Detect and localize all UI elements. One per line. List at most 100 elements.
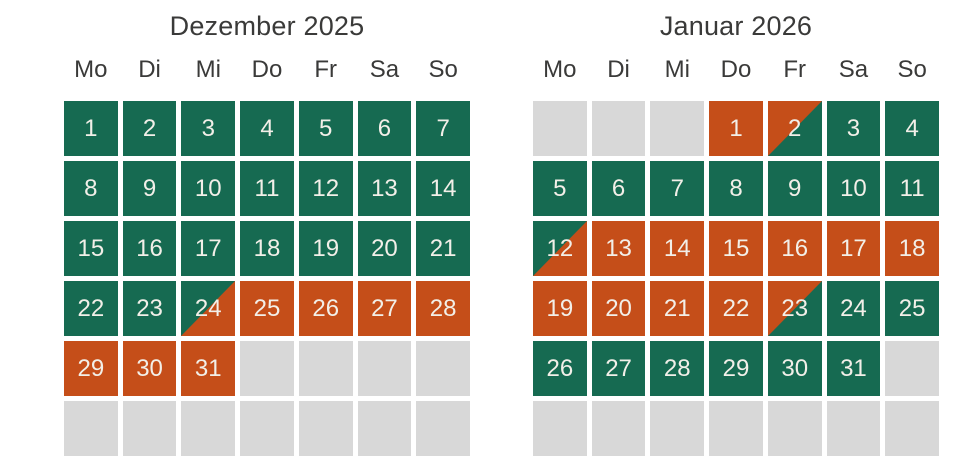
empty-cell xyxy=(357,401,412,456)
weekday-label: Di xyxy=(607,56,630,83)
empty-cell xyxy=(885,341,939,396)
day-cell[interactable]: 2 xyxy=(767,101,822,156)
weekday-label: Mi xyxy=(195,56,221,83)
weekday-label: So xyxy=(897,56,927,83)
weekday-label: Sa xyxy=(369,56,400,83)
day-cell: 19 xyxy=(533,281,587,336)
day-cell[interactable]: 10 xyxy=(181,161,236,216)
month-title: Januar 2026 xyxy=(659,11,813,41)
day-cell[interactable]: 9 xyxy=(122,161,177,216)
day-cell[interactable]: 23 xyxy=(767,281,822,336)
day-cell: 15 xyxy=(709,221,763,276)
empty-cell xyxy=(533,401,587,456)
day-cell[interactable]: 20 xyxy=(357,221,412,276)
day-cell[interactable]: 4 xyxy=(885,101,939,156)
day-cell[interactable]: 11 xyxy=(240,161,294,216)
day-cell: 20 xyxy=(591,281,646,336)
day-cell: 30 xyxy=(122,341,177,396)
day-cell: 29 xyxy=(64,341,118,396)
empty-cell xyxy=(767,401,822,456)
day-cell[interactable]: 2 xyxy=(122,101,177,156)
day-cell[interactable]: 18 xyxy=(240,221,294,276)
empty-cell xyxy=(357,341,412,396)
day-cell[interactable]: 25 xyxy=(885,281,939,336)
day-cell: 1 xyxy=(709,101,763,156)
day-cell[interactable]: 27 xyxy=(591,341,646,396)
empty-cell xyxy=(416,401,470,456)
day-cell: 22 xyxy=(709,281,763,336)
day-cell[interactable]: 3 xyxy=(181,101,236,156)
day-cell[interactable]: 31 xyxy=(826,341,881,396)
day-cell: 21 xyxy=(650,281,705,336)
weekday-label: Di xyxy=(138,56,161,83)
weekday-label: So xyxy=(428,56,458,83)
day-cell[interactable]: 15 xyxy=(64,221,118,276)
day-cell: 28 xyxy=(416,281,470,336)
day-cell: 26 xyxy=(298,281,353,336)
day-cell[interactable]: 24 xyxy=(826,281,881,336)
empty-cell xyxy=(122,401,177,456)
availability-calendar: Dezember 2025 Mo Di Mi Do Fr Sa So 1 2 3 4 5 6 7 8 9 10… xyxy=(64,10,939,456)
day-cell[interactable]: 4 xyxy=(240,101,294,156)
weekday-label: Do xyxy=(720,56,752,83)
day-cell[interactable]: 14 xyxy=(416,161,470,216)
day-cell[interactable]: 12 xyxy=(533,221,587,276)
empty-cell xyxy=(591,401,646,456)
day-cell[interactable]: 5 xyxy=(533,161,587,216)
empty-cell xyxy=(591,101,646,156)
empty-cell xyxy=(826,401,881,456)
weekday-label: Mo xyxy=(74,56,108,83)
day-cell: 25 xyxy=(240,281,294,336)
empty-cell xyxy=(64,401,118,456)
weekday-label: Do xyxy=(251,56,283,83)
empty-cell xyxy=(650,101,705,156)
empty-cell xyxy=(885,401,939,456)
weekday-header: Mo Di Mi Do Fr Sa So xyxy=(533,57,939,83)
day-cell[interactable]: 5 xyxy=(298,101,353,156)
day-cell[interactable]: 12 xyxy=(298,161,353,216)
day-cell[interactable]: 16 xyxy=(122,221,177,276)
weekday-label: Sa xyxy=(838,56,869,83)
day-cell: 13 xyxy=(591,221,646,276)
weekday-label: Fr xyxy=(314,56,338,83)
day-cell[interactable]: 28 xyxy=(650,341,705,396)
month-title: Dezember 2025 xyxy=(169,11,365,41)
day-cell[interactable]: 6 xyxy=(357,101,412,156)
day-cell: 27 xyxy=(357,281,412,336)
day-cell[interactable]: 29 xyxy=(709,341,763,396)
weekday-label: Mo xyxy=(543,56,577,83)
month-december: Dezember 2025 Mo Di Mi Do Fr Sa So 1 2 3 4 5 6 7 8 9 10… xyxy=(64,10,470,456)
day-cell[interactable]: 19 xyxy=(298,221,353,276)
day-cell[interactable]: 24 xyxy=(181,281,236,336)
day-cell[interactable]: 26 xyxy=(533,341,587,396)
weekday-label: Fr xyxy=(783,56,807,83)
day-cell[interactable]: 7 xyxy=(416,101,470,156)
day-cell[interactable]: 30 xyxy=(767,341,822,396)
empty-cell xyxy=(416,341,470,396)
day-cell[interactable]: 3 xyxy=(826,101,881,156)
day-cell[interactable]: 23 xyxy=(122,281,177,336)
day-cell[interactable]: 11 xyxy=(885,161,939,216)
day-cell[interactable]: 9 xyxy=(767,161,822,216)
empty-cell xyxy=(240,401,294,456)
day-cell[interactable]: 21 xyxy=(416,221,470,276)
empty-cell xyxy=(650,401,705,456)
day-cell: 16 xyxy=(767,221,822,276)
day-cell[interactable]: 8 xyxy=(64,161,118,216)
empty-cell xyxy=(298,401,353,456)
day-cell: 14 xyxy=(650,221,705,276)
day-cell[interactable]: 7 xyxy=(650,161,705,216)
day-cell[interactable]: 10 xyxy=(826,161,881,216)
day-cell[interactable]: 22 xyxy=(64,281,118,336)
day-cell[interactable]: 6 xyxy=(591,161,646,216)
weekday-label: Mi xyxy=(664,56,690,83)
day-cell[interactable]: 8 xyxy=(709,161,763,216)
empty-cell xyxy=(240,341,294,396)
day-cell[interactable]: 1 xyxy=(64,101,118,156)
day-cell[interactable]: 13 xyxy=(357,161,412,216)
month-january: Januar 2026 Mo Di Mi Do Fr Sa So 1 2 3 4 5 6 7 8 9 10 11… xyxy=(533,10,939,456)
day-cell: 18 xyxy=(885,221,939,276)
weekday-header: Mo Di Mi Do Fr Sa So xyxy=(64,57,470,83)
day-cell[interactable]: 17 xyxy=(181,221,236,276)
day-grid: 1 2 3 4 5 6 7 8 9 10 11 12 13 14 15 16 17 18 19 20 21 22 23 24 2… xyxy=(64,101,470,456)
